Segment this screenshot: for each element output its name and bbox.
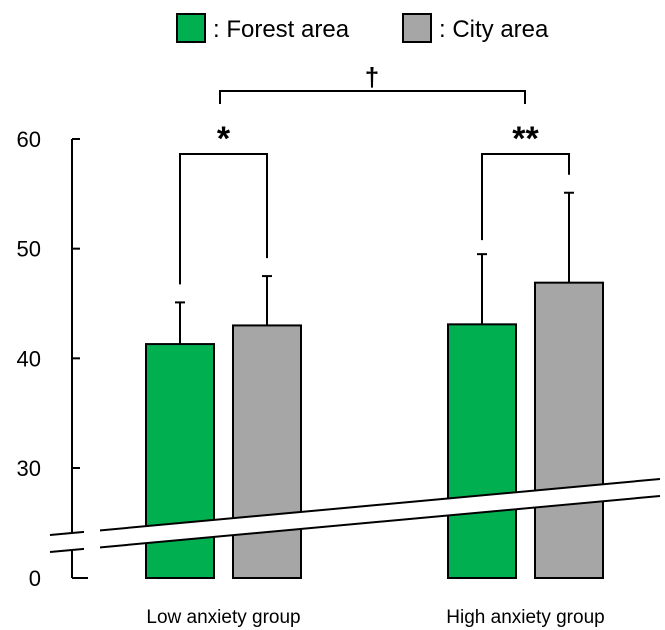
legend-swatch [402,13,432,43]
error-bars [175,191,574,345]
bar [232,324,302,579]
break-line [49,495,661,553]
y-tick-label: 0 [29,566,41,591]
bracket-low [179,153,268,285]
break-line [49,478,661,536]
bar [447,323,517,579]
legend-label: : Forest area [213,16,350,43]
significance-brackets: * **† [179,62,570,285]
category-labels: Low anxiety group High anxiety group [146,607,604,628]
legend: : Forest area : City area [176,13,549,43]
category-label: High anxiety group [446,607,604,628]
sig-between: † [365,62,379,92]
axis-break [49,478,661,553]
y-tick-label: 60 [17,127,41,152]
bars [145,281,604,579]
category-label: Low anxiety group [146,607,300,628]
sig-high: ** [512,120,539,158]
break-gap [84,524,100,551]
bracket-high [481,153,570,241]
bracket-between [219,90,526,104]
y-axis: 0 30 40 50 60 [17,127,88,591]
legend-label: : City area [439,16,549,43]
y-tick-label: 50 [17,237,41,262]
legend-swatch [176,13,206,43]
y-tick-label: 40 [17,346,41,371]
bar [534,281,604,579]
break-band [50,479,660,552]
y-tick-label: 30 [17,456,41,481]
sig-low: * [217,120,231,158]
